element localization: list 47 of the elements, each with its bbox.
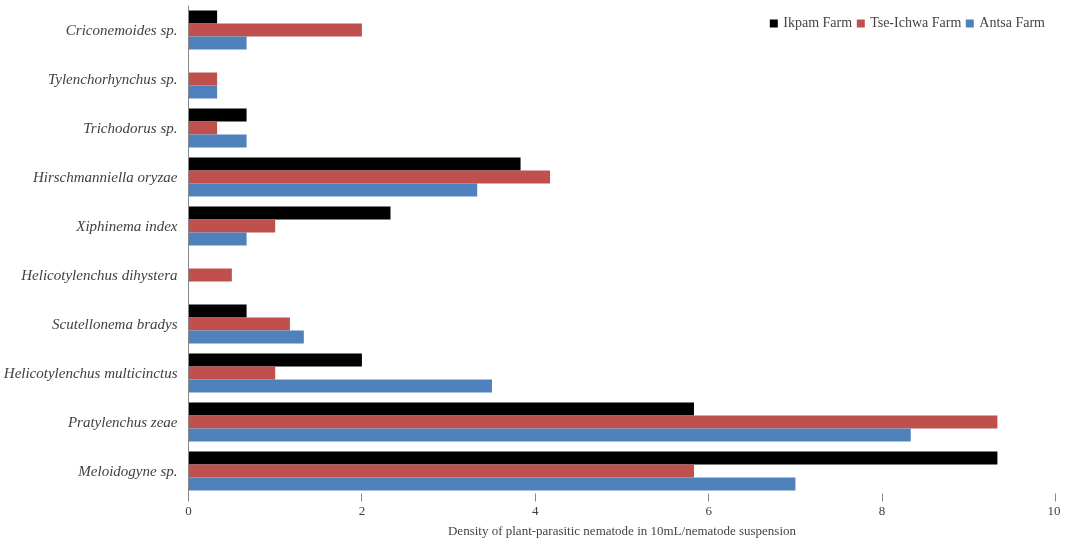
bar [188,23,362,37]
bar [188,170,551,184]
bar [188,206,391,220]
legend-label: Ikpam Farm [783,15,853,31]
bar [188,428,911,442]
y-tick-label: Criconemoides sp. [65,22,178,38]
y-tick-label: Helicotylenchus dihystera [20,267,178,283]
x-tick-label: 4 [532,502,540,518]
bar [188,85,218,99]
y-tick-label: Pratylenchus zeae [66,414,178,430]
bar [188,134,247,148]
y-tick-label: Scutellonema bradys [52,316,178,332]
bar [188,108,247,122]
bar [188,317,290,331]
y-tick-label: Hirschmanniella oryzae [31,169,178,185]
bar [188,402,694,416]
bar [188,232,247,246]
x-tick-label: 0 [185,502,192,518]
bar [188,36,247,50]
x-tick-label: 8 [878,502,886,518]
x-axis-title: Density of plant-parasitic nematode in 10mL/nematode suspension [447,522,797,538]
y-tick-label: Xiphinema index [75,218,178,234]
bar [188,330,304,344]
bar [188,415,998,429]
bar [188,366,276,380]
x-tick-label: 6 [705,502,713,518]
bar [188,157,521,171]
bar [188,72,218,86]
bar [188,451,998,465]
legend-label: Tse-Ichwa Farm [870,15,962,31]
bar [188,379,492,393]
bar [188,121,218,135]
bar [188,477,796,491]
x-tick-label: 10 [1047,502,1061,518]
bar [188,304,247,318]
y-tick-label: Trichodorus sp. [83,120,178,136]
legend-label: Antsa Farm [979,15,1045,31]
bar [188,183,478,197]
y-tick-label: Tylenchorhynchus sp. [48,71,178,87]
bar [188,268,232,282]
bar [188,10,218,24]
bar [188,353,362,367]
y-tick-label: Meloidogyne sp. [77,463,178,479]
x-tick-label: 2 [358,502,366,518]
y-tick-label: Helicotylenchus multicinctus [2,365,178,381]
bar [188,464,694,478]
bar [188,219,276,233]
